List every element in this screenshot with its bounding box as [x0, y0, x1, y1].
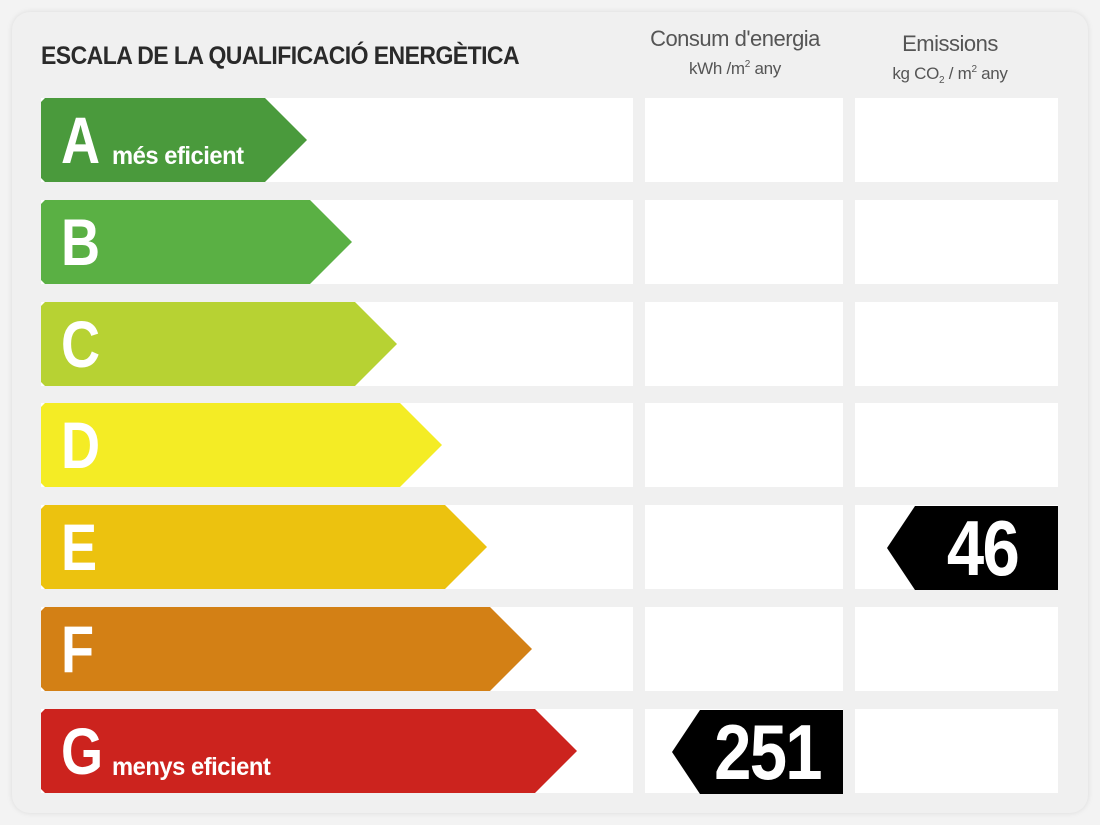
rating-arrow-f: F — [41, 607, 532, 691]
rating-label-a: més eficient — [112, 142, 244, 170]
rating-arrow-b: B — [41, 200, 352, 284]
emissions-rating-marker: 46 — [887, 506, 1058, 590]
consumption-cell-c — [645, 302, 843, 386]
page-title: ESCALA DE LA QUALIFICACIÓ ENERGÈTICA — [41, 42, 520, 70]
rating-arrow-e: E — [41, 505, 487, 589]
emissions-column-header: Emissions kg CO2 / m2 any — [860, 31, 1040, 86]
rating-arrow-d: D — [41, 403, 442, 487]
emissions-column-unit: kg CO2 / m2 any — [892, 64, 1008, 86]
rating-letter-g: G — [61, 714, 104, 788]
rating-arrow-c: C — [41, 302, 397, 386]
consumption-column-unit: kWh /m2 any — [688, 59, 781, 78]
consumption-rating-marker-value: 251 — [714, 708, 822, 796]
consumption-rating-marker: 251 — [672, 710, 843, 794]
emissions-cell-c — [855, 302, 1058, 386]
emissions-column-name: Emissions — [902, 31, 998, 56]
emissions-cell-d — [855, 403, 1058, 487]
rating-letter-b: B — [61, 205, 101, 279]
consumption-cell-e — [645, 505, 843, 589]
rating-letter-d: D — [61, 408, 101, 482]
emissions-cell-b — [855, 200, 1058, 284]
emissions-cell-a — [855, 98, 1058, 182]
consumption-cell-d — [645, 403, 843, 487]
consumption-cell-b — [645, 200, 843, 284]
emissions-cell-g — [855, 709, 1058, 793]
rating-letter-c: C — [61, 307, 101, 381]
consumption-column-header: Consum d'energia kWh /m2 any — [645, 26, 825, 79]
rating-label-g: menys eficient — [112, 753, 271, 781]
emissions-cell-f — [855, 607, 1058, 691]
consumption-cell-a — [645, 98, 843, 182]
rating-letter-f: F — [61, 612, 95, 686]
rating-letter-e: E — [61, 510, 98, 584]
rating-letter-a: A — [61, 103, 101, 177]
emissions-rating-marker-value: 46 — [946, 504, 1020, 592]
consumption-cell-f — [645, 607, 843, 691]
consumption-column-name: Consum d'energia — [650, 26, 820, 51]
